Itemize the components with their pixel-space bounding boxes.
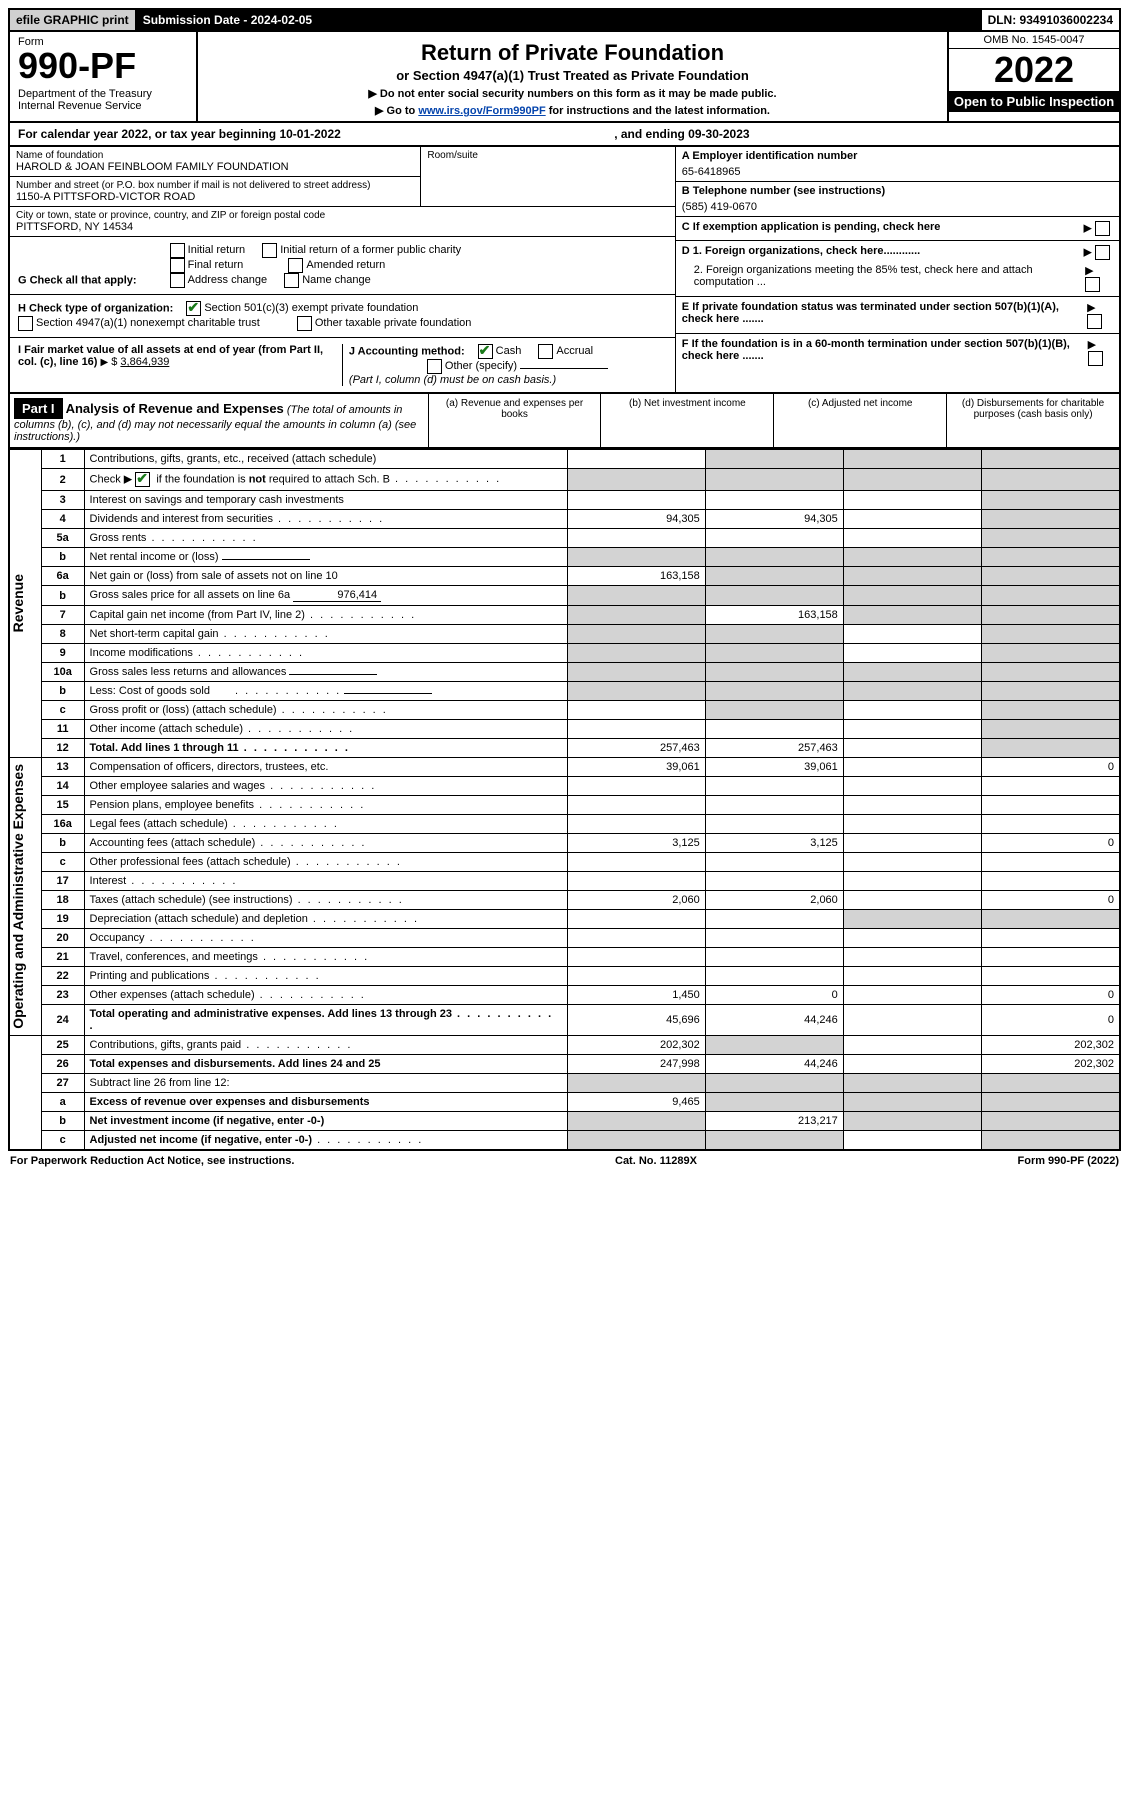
cb-other-taxable[interactable]	[297, 316, 312, 331]
cb-d2[interactable]	[1085, 277, 1100, 292]
form-ref: Form 990-PF (2022)	[1018, 1155, 1119, 1167]
cb-initial-public[interactable]	[262, 243, 277, 258]
city-state-zip: PITTSFORD, NY 14534	[16, 221, 669, 233]
part-i-table: Revenue 1Contributions, gifts, grants, e…	[8, 449, 1121, 1151]
cb-final-return[interactable]	[170, 258, 185, 273]
revenue-label: Revenue	[10, 574, 26, 632]
street-address: 1150-A PITTSFORD-VICTOR ROAD	[16, 191, 414, 203]
tax-year: 2022	[949, 49, 1119, 91]
cat-no: Cat. No. 11289X	[615, 1155, 697, 1167]
cb-schB[interactable]	[135, 472, 150, 487]
top-bar: efile GRAPHIC print Submission Date - 20…	[8, 8, 1121, 32]
col-b-header: (b) Net investment income	[601, 394, 774, 447]
section-ij: I Fair market value of all assets at end…	[10, 338, 675, 392]
page-footer: For Paperwork Reduction Act Notice, see …	[8, 1151, 1121, 1171]
omb-number: OMB No. 1545-0047	[949, 32, 1119, 49]
col-d-header: (d) Disbursements for charitable purpose…	[947, 394, 1119, 447]
cb-d1[interactable]	[1095, 245, 1110, 260]
cb-address-change[interactable]	[170, 273, 185, 288]
form-title: Return of Private Foundation	[202, 40, 943, 66]
calendar-year-row: For calendar year 2022, or tax year begi…	[8, 123, 1121, 147]
cb-e[interactable]	[1087, 314, 1102, 329]
form-header: Form 990-PF Department of the Treasury I…	[8, 32, 1121, 123]
cb-name-change[interactable]	[284, 273, 299, 288]
cb-initial-return[interactable]	[170, 243, 185, 258]
dln: DLN: 93491036002234	[982, 10, 1119, 30]
line6b-value: 976,414	[293, 589, 381, 602]
col-a-header: (a) Revenue and expenses per books	[429, 394, 602, 447]
section-g: G Check all that apply: Initial return I…	[10, 237, 675, 295]
submission-date: Submission Date - 2024-02-05	[137, 10, 320, 30]
efile-label: efile GRAPHIC print	[10, 10, 137, 30]
cb-501c3[interactable]	[186, 301, 201, 316]
cb-f[interactable]	[1088, 351, 1103, 366]
col-c-header: (c) Adjusted net income	[774, 394, 947, 447]
section-h: H Check type of organization: Section 50…	[10, 295, 675, 338]
paperwork-notice: For Paperwork Reduction Act Notice, see …	[10, 1155, 294, 1167]
ein: 65-6418965	[682, 166, 1113, 178]
identity-section: Name of foundation HAROLD & JOAN FEINBLO…	[8, 147, 1121, 394]
irs-link[interactable]: www.irs.gov/Form990PF	[418, 105, 545, 117]
opex-label: Operating and Administrative Expenses	[10, 764, 26, 1029]
form-subtitle: or Section 4947(a)(1) Trust Treated as P…	[202, 68, 943, 83]
inst-1: ▶ Do not enter social security numbers o…	[202, 87, 943, 100]
part-label: Part I	[14, 398, 63, 419]
cb-other-method[interactable]	[427, 359, 442, 374]
room-label: Room/suite	[427, 150, 478, 161]
cb-accrual[interactable]	[538, 344, 553, 359]
cb-amended[interactable]	[288, 258, 303, 273]
cb-cash[interactable]	[478, 344, 493, 359]
dept-label: Department of the Treasury Internal Reve…	[18, 88, 188, 112]
foundation-name: HAROLD & JOAN FEINBLOOM FAMILY FOUNDATIO…	[16, 161, 414, 173]
phone: (585) 419-0670	[682, 201, 1113, 213]
form-number: 990-PF	[18, 48, 188, 84]
cb-4947a1[interactable]	[18, 316, 33, 331]
cb-c[interactable]	[1095, 221, 1110, 236]
open-public: Open to Public Inspection	[949, 91, 1119, 112]
part-i-header: Part I Analysis of Revenue and Expenses …	[8, 394, 1121, 449]
fmv-value: 3,864,939	[120, 356, 169, 368]
